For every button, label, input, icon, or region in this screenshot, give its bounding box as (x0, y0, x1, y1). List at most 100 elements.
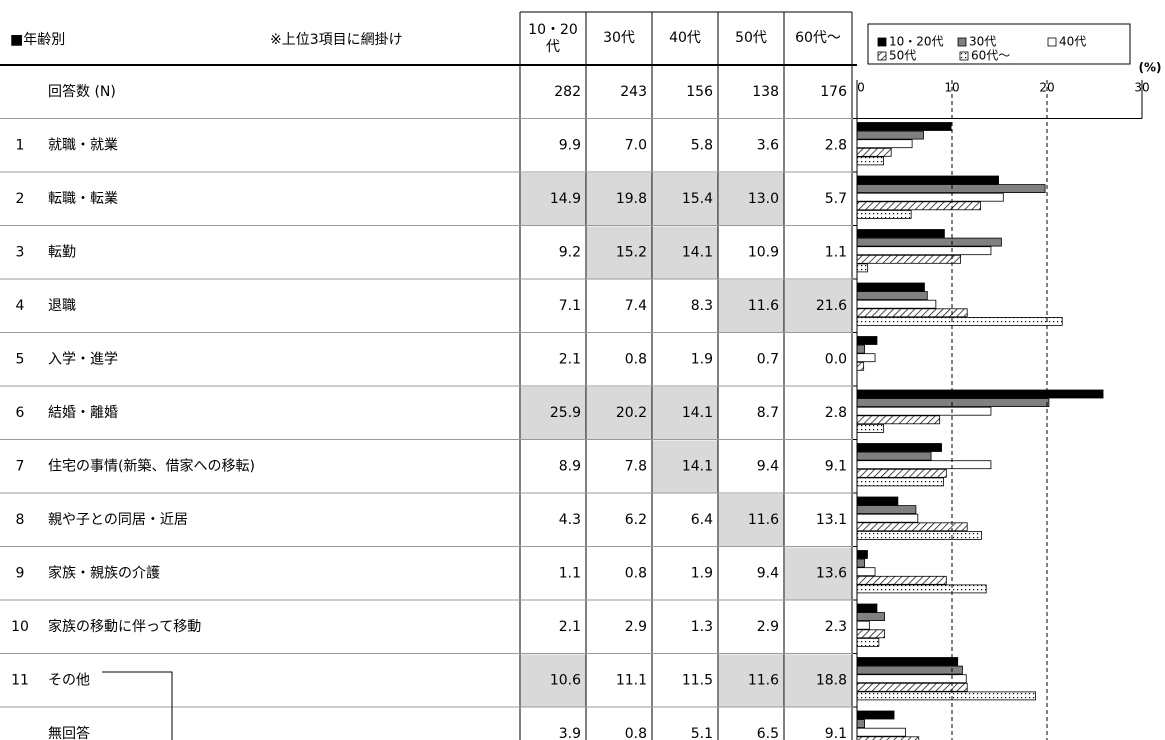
row-number: 4 (16, 298, 25, 314)
cell-value: 20.2 (616, 405, 647, 421)
column-header: 10・20代 (528, 21, 578, 55)
cell-value: 2.8 (825, 405, 847, 421)
bar (856, 522, 968, 532)
legend-label: 10・20代 (889, 35, 944, 49)
row-label: 結婚・離婚 (48, 404, 118, 421)
bar (856, 398, 1050, 408)
row-label: 家族の移動に伴って移動 (48, 618, 201, 635)
bar (856, 147, 892, 157)
shading-layer (521, 173, 852, 707)
cell-value: 6.4 (691, 512, 713, 528)
bar (856, 468, 947, 478)
bar (856, 201, 981, 211)
bar (856, 406, 992, 416)
cell-value: 282 (554, 84, 581, 100)
bar (856, 727, 906, 737)
bar (856, 389, 1104, 399)
cell-value: 9.4 (757, 566, 779, 582)
bar (856, 674, 967, 684)
row-label: 親や子との同居・近居 (48, 512, 188, 528)
shaded-cell (785, 547, 852, 600)
bar (856, 682, 968, 692)
bar (856, 192, 1004, 202)
legend-label: 50代 (889, 49, 916, 63)
shaded-cell (653, 387, 718, 439)
shaded-cell (785, 654, 852, 707)
cell-value: 7.0 (625, 138, 647, 154)
bar (856, 496, 899, 506)
column-header: 60代～ (795, 30, 841, 46)
bar (856, 282, 925, 292)
row-number: 7 (16, 459, 25, 475)
legend-box (867, 23, 1131, 65)
bar (856, 308, 968, 318)
unit-label: (%) (1139, 61, 1162, 75)
bar (856, 237, 1002, 247)
x-tick-label: 0 (857, 81, 865, 95)
cell-value: 6.2 (625, 512, 647, 528)
row-number: 9 (16, 566, 25, 582)
bar (856, 691, 1037, 701)
cell-value: 13.1 (816, 512, 847, 528)
cell-value: 8.3 (691, 298, 713, 314)
cell-value: 243 (620, 84, 647, 100)
bar (856, 254, 961, 264)
legend-swatch (877, 51, 887, 61)
column-header: 40代 (669, 30, 701, 46)
shaded-cell (719, 494, 784, 546)
cell-value: 4.3 (559, 512, 581, 528)
bar (856, 184, 1046, 194)
shaded-cell (653, 226, 718, 279)
connector (102, 671, 173, 740)
cell-value: 25.9 (550, 405, 581, 421)
shaded-cell (521, 654, 586, 707)
bar (856, 263, 868, 273)
row-label: 転勤 (48, 245, 76, 261)
bar (856, 657, 959, 666)
cell-value: 0.8 (625, 352, 647, 368)
bar (856, 316, 1063, 326)
column-header-box: 50代 (735, 30, 767, 46)
bar (856, 156, 885, 166)
bar (856, 603, 878, 613)
bar (856, 558, 865, 568)
row-number: 3 (16, 245, 25, 261)
cell-value: 2.9 (757, 619, 779, 635)
bar (856, 130, 924, 140)
shaded-cell (521, 173, 586, 225)
shaded-cell (521, 387, 586, 439)
legend-swatch (959, 51, 969, 61)
shaded-cell (719, 173, 784, 225)
bar (856, 139, 913, 149)
bar (856, 710, 895, 720)
row-label: 無回答 (48, 725, 90, 740)
bar (856, 175, 999, 185)
cell-value: 7.4 (625, 298, 647, 314)
cell-value: 1.1 (559, 566, 581, 582)
column-header: 50代 (735, 30, 767, 46)
bar (856, 736, 920, 740)
bar (856, 612, 885, 621)
cell-value: 11.6 (748, 673, 779, 689)
cell-value: 0.8 (625, 566, 647, 582)
cell-value: 14.9 (550, 191, 581, 207)
legend-label: 40代 (1059, 35, 1086, 49)
bar (856, 336, 878, 345)
row-label: 退職 (48, 298, 76, 314)
cell-value: 3.6 (757, 138, 779, 154)
bar (856, 209, 912, 219)
bar (856, 567, 876, 577)
cell-value: 14.1 (682, 245, 713, 261)
cell-value: 5.8 (691, 138, 713, 154)
shaded-cell (719, 280, 784, 332)
bar (856, 477, 944, 487)
bar (856, 665, 963, 675)
shaded-cell (587, 387, 652, 439)
cell-value: 0.8 (625, 726, 647, 740)
cell-value: 10.9 (748, 245, 779, 261)
cell-value: 2.9 (625, 619, 647, 635)
cell-value: 9.9 (559, 138, 581, 154)
column-header-box: 60代～ (795, 30, 841, 46)
